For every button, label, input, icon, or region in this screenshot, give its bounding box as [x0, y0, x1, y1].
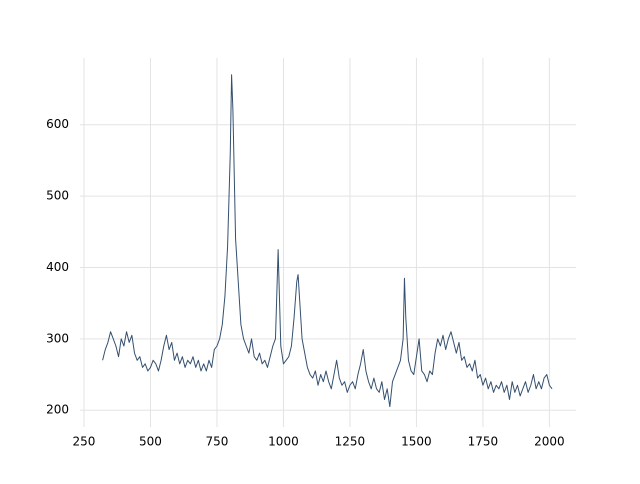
- y-tick-label: 400: [46, 260, 69, 274]
- x-tick-label: 2000: [534, 435, 565, 449]
- x-tick-label: 1000: [268, 435, 299, 449]
- y-tick-label: 200: [46, 403, 69, 417]
- y-tick-label: 500: [46, 189, 69, 203]
- x-tick-label: 1750: [468, 435, 499, 449]
- series-line: [102, 74, 553, 408]
- x-tick-label: 1500: [401, 435, 432, 449]
- x-tick-label: 250: [73, 435, 96, 449]
- x-tick-label: 750: [206, 435, 229, 449]
- x-tick-label: 1250: [335, 435, 366, 449]
- y-tick-label: 600: [46, 117, 69, 131]
- y-tick-label: 300: [46, 331, 69, 345]
- x-tick-label: 500: [139, 435, 162, 449]
